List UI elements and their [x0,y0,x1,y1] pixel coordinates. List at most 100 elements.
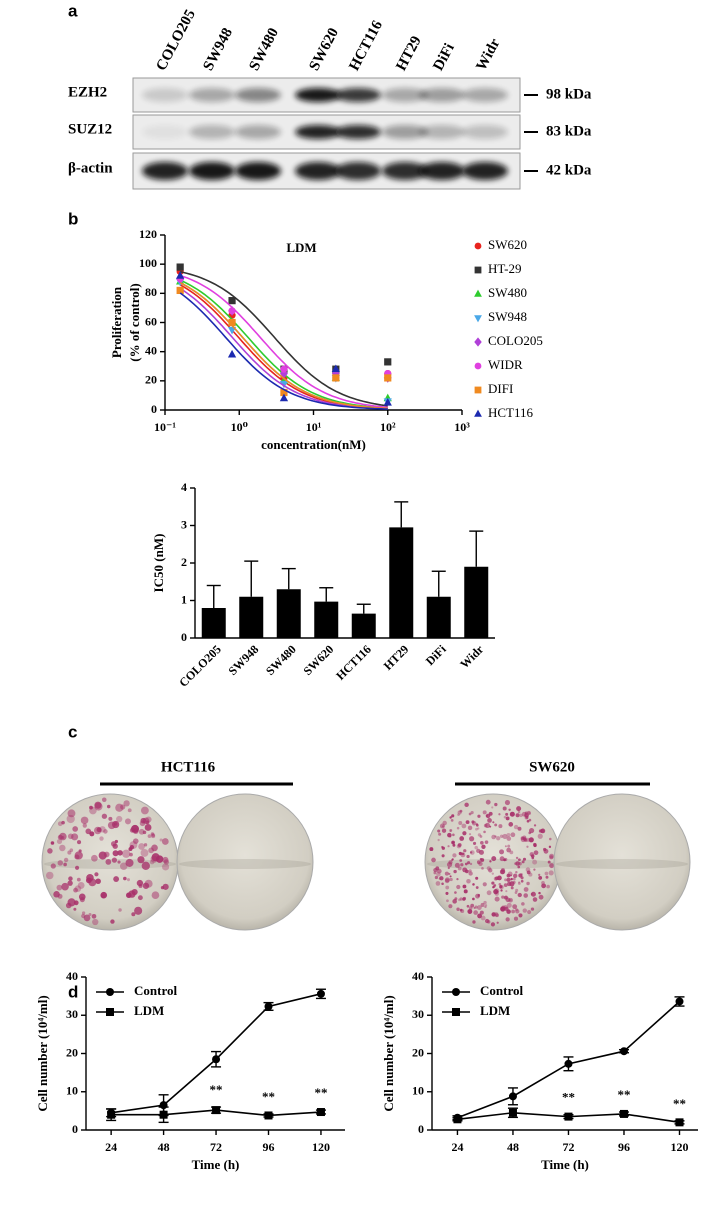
colony [456,884,461,890]
colony [477,833,482,837]
colony [528,812,532,816]
colony [127,808,132,813]
colony [533,842,537,847]
x-tick-label: 10³ [454,420,470,434]
legend-label: Control [480,983,523,998]
x-axis-label: concentration(nM) [261,437,366,452]
colony [468,869,472,873]
blot-band [462,162,508,180]
colony [73,900,79,906]
colony [162,883,169,890]
colony [89,805,93,810]
y-tick-label: 2 [181,555,187,569]
x-tick-label: HT29 [381,642,412,673]
y-tick-label: 4 [181,480,187,494]
colony [504,878,507,882]
legend-marker [106,988,114,996]
colony [437,838,440,842]
colony [457,813,460,816]
colony [517,858,521,862]
blot-band [419,88,465,102]
colony [538,891,541,895]
colony [467,861,471,865]
blot-band [335,125,381,139]
colony [526,870,531,875]
annotation: ** [617,1087,630,1102]
colony [134,906,143,915]
colony [517,810,521,814]
colony [456,907,460,911]
bar [314,601,339,638]
colony [528,818,532,822]
legend-label: SW620 [488,237,527,252]
legend-marker [106,1008,114,1016]
colony [72,826,79,832]
colony [507,844,511,848]
colony [505,816,510,821]
colony [549,863,555,869]
colony [477,814,481,818]
colony [82,823,87,828]
colony [493,889,499,895]
colony [484,904,488,907]
data-point [264,1111,273,1120]
legend-label: Control [134,983,177,998]
colony [467,825,473,831]
colony [540,828,545,834]
bar [201,608,226,638]
colony [137,895,143,901]
colony [509,811,515,817]
data-point [316,989,325,998]
y-tick-label: 10 [66,1084,78,1098]
colony [497,875,502,881]
colony [103,829,108,834]
colony [549,853,554,859]
colony [480,902,485,907]
colony [532,897,538,902]
annotation: ** [673,1096,686,1111]
colony [445,885,450,890]
colony [67,880,73,886]
colony [441,828,447,833]
data-point [228,318,236,327]
x-tick-label: 96 [263,1140,275,1154]
colony [74,865,80,870]
colony [464,862,468,866]
blot-band [335,162,381,180]
colony [500,906,506,912]
colony [99,836,104,841]
colony [448,904,453,909]
colony [480,915,486,921]
colony [480,840,484,845]
colony [462,897,466,901]
colony [463,889,468,894]
colony [494,896,500,902]
colony [144,879,153,888]
colony [518,913,523,918]
colony [100,891,108,899]
colony [486,890,492,896]
colony [441,854,445,858]
colony [485,799,491,805]
colony [103,851,110,858]
colony [461,823,467,829]
colony [439,876,444,881]
lane-label: COLO205 [153,7,198,73]
colony [53,891,60,898]
blot-band [419,162,465,180]
colony [501,895,505,899]
legend-label: LDM [134,1003,164,1018]
colony [482,810,487,815]
colony [92,918,99,926]
colony [506,832,511,837]
colony [61,820,65,825]
data-point [280,365,288,373]
colony [151,844,158,852]
colony [457,843,462,847]
bar [276,589,301,638]
colony [521,902,525,906]
colony [448,872,451,875]
legend-label: SW480 [488,285,527,300]
colony [498,824,503,829]
colony [529,852,534,857]
